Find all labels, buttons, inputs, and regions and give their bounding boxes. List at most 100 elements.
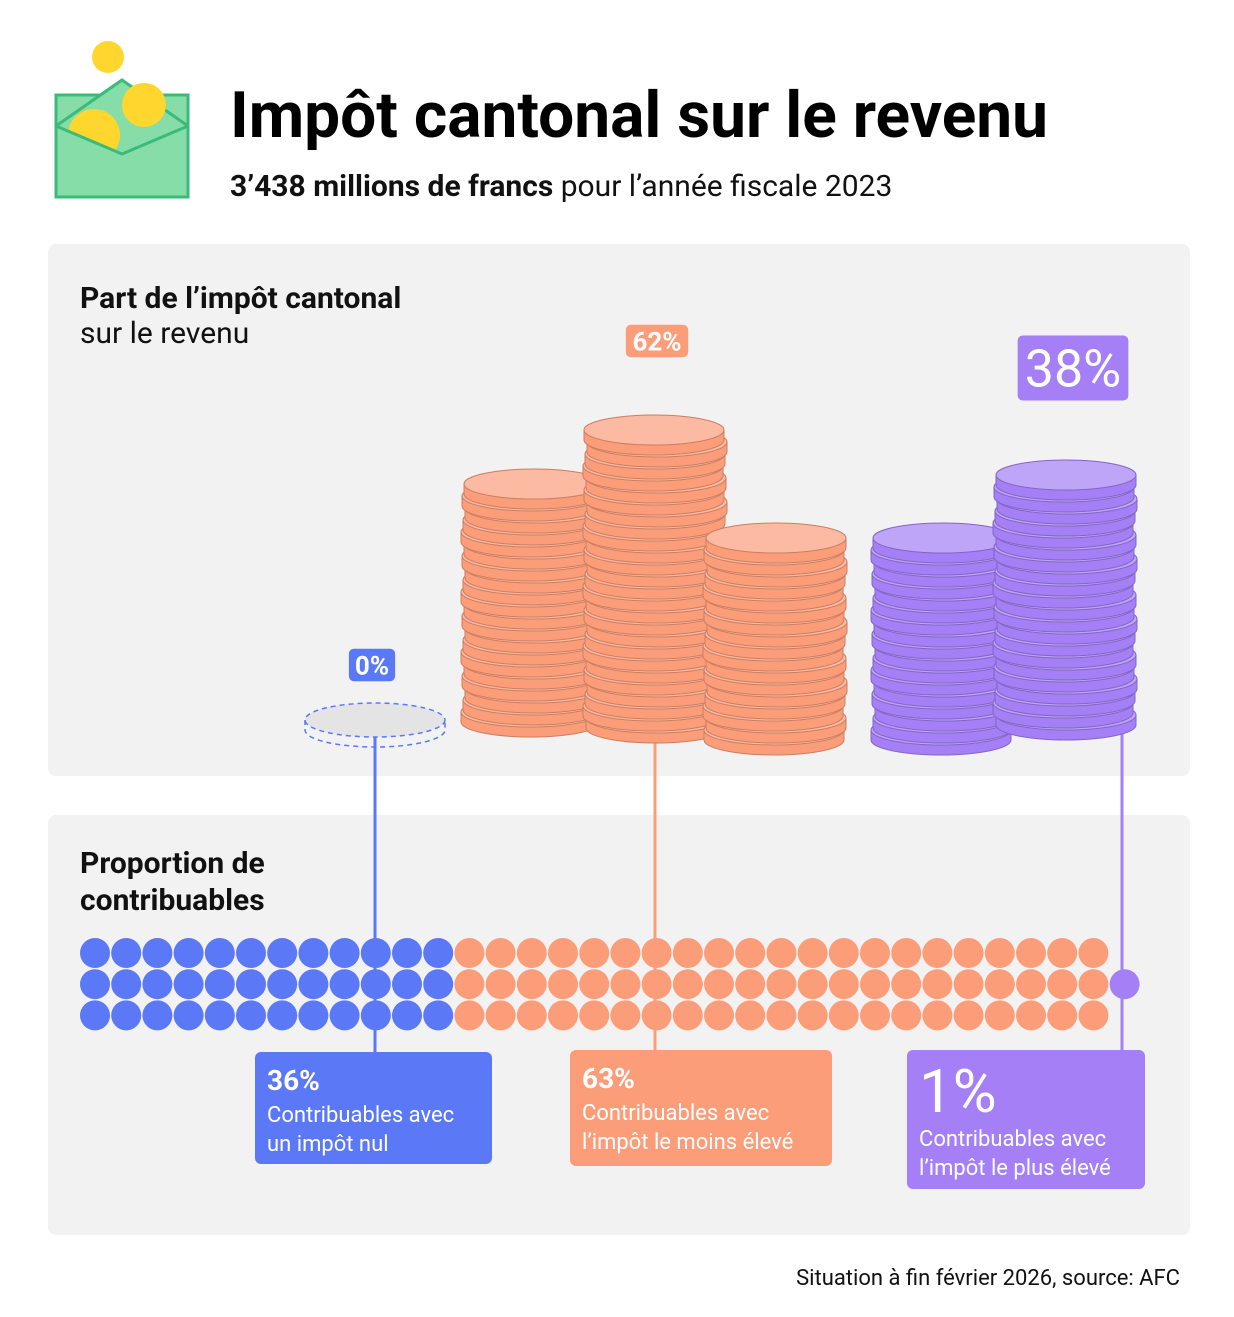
dot [953, 1000, 984, 1031]
dot [672, 938, 703, 968]
dot [111, 1000, 142, 1031]
dot [766, 1000, 797, 1031]
dot [142, 969, 173, 1000]
dot [485, 1000, 516, 1031]
coin-top [583, 414, 725, 446]
dot [735, 1000, 766, 1031]
value-label: 36% [267, 1064, 320, 1097]
info-box [907, 1050, 1145, 1189]
dot [735, 938, 766, 968]
dot [392, 938, 422, 968]
panel-subtitle: sur le revenu [80, 316, 249, 351]
dot-group [454, 938, 1109, 1031]
dot [1016, 969, 1046, 1000]
dot [485, 969, 516, 1000]
empty-coin [304, 702, 446, 738]
dot [641, 969, 672, 1000]
dot [392, 1000, 422, 1031]
dot-group [80, 938, 454, 1031]
dot [984, 1000, 1015, 1031]
dot [360, 969, 391, 1000]
dot [298, 1000, 329, 1031]
value-label: 0% [355, 651, 389, 681]
dot [735, 969, 766, 1000]
dot [610, 1000, 641, 1031]
dot [360, 938, 391, 968]
dot [828, 1000, 859, 1031]
dot [860, 969, 890, 1000]
dot [579, 1000, 610, 1031]
description: l’impôt le moins élevé [582, 1130, 793, 1155]
dot [298, 938, 329, 968]
dot [641, 1000, 672, 1031]
dot [360, 1000, 391, 1031]
dot [329, 1000, 360, 1031]
dot [704, 969, 734, 1000]
dot [267, 938, 298, 968]
dot [516, 938, 547, 968]
dot [516, 1000, 547, 1031]
dot [1047, 938, 1078, 968]
dot [1078, 1000, 1109, 1031]
dot [766, 938, 797, 968]
dot [173, 1000, 204, 1031]
title: Impôt cantonal sur le revenu [230, 78, 1048, 153]
dot [891, 969, 922, 1000]
value-badge [1017, 335, 1129, 401]
subtitle-bold: 3’438 millions de francs [230, 169, 553, 204]
dot [579, 938, 610, 968]
dot [922, 1000, 953, 1031]
dot [111, 938, 142, 968]
coin-top [705, 522, 847, 554]
panel-title: contribuables [80, 883, 265, 918]
dot [860, 938, 890, 968]
dot [1047, 1000, 1078, 1031]
value-label: 38% [1025, 339, 1122, 400]
dot [579, 969, 610, 1000]
coin-group [870, 459, 1138, 756]
dot [423, 938, 454, 968]
dot [548, 1000, 578, 1031]
coin-top [872, 522, 1014, 554]
dot [80, 1000, 110, 1031]
dot [298, 969, 329, 1000]
dot [891, 1000, 922, 1031]
dot [797, 1000, 828, 1031]
dot [80, 938, 110, 968]
dot [1047, 969, 1078, 1000]
dot [797, 938, 828, 968]
dot [548, 938, 578, 968]
dot [236, 938, 266, 968]
dot [610, 969, 641, 1000]
coin-group [460, 414, 848, 756]
dot [236, 969, 266, 1000]
description: Contribuables avec [267, 1103, 454, 1128]
coin-top [995, 459, 1137, 491]
dot [204, 969, 235, 1000]
dot [1109, 969, 1140, 1000]
dot [828, 938, 859, 968]
dot [828, 969, 859, 1000]
dot [267, 1000, 298, 1031]
dot [454, 938, 485, 968]
dot [392, 969, 422, 1000]
empty-coin-edge [304, 720, 446, 748]
value-badge [348, 648, 396, 682]
dot-group [1109, 969, 1140, 1000]
dot [922, 938, 953, 968]
panel-title: Proportion de [80, 846, 265, 881]
dot [1016, 1000, 1046, 1031]
dot [1016, 938, 1046, 968]
dot [454, 969, 485, 1000]
footnote: Situation à fin février 2026, source: AF… [796, 1266, 1180, 1291]
dot [423, 1000, 454, 1031]
info-box [570, 1050, 832, 1166]
dot [953, 938, 984, 968]
dot [173, 969, 204, 1000]
description: Contribuables avec [582, 1101, 769, 1126]
value-label: 62% [632, 327, 681, 357]
dot [142, 938, 173, 968]
dot [1078, 969, 1109, 1000]
dot [423, 969, 454, 1000]
